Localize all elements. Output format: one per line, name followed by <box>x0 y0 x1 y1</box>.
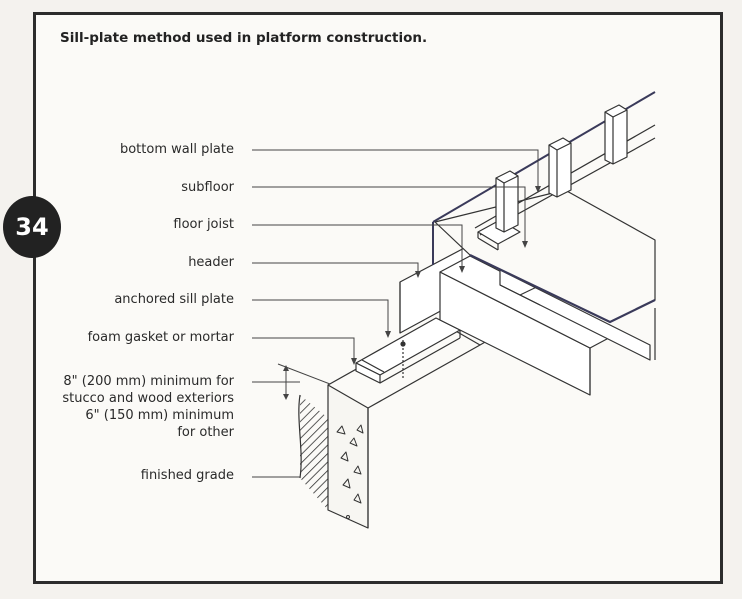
anchor-bolt <box>400 340 406 378</box>
figure-title: Sill-plate method used in platform const… <box>60 30 428 46</box>
wall-stud-3 <box>604 104 628 165</box>
label-subfloor: subfloor <box>181 180 234 195</box>
clearance-line-2: stucco and wood exteriors <box>62 391 234 406</box>
label-header: header <box>188 255 234 270</box>
wall-stud-1 <box>495 170 519 233</box>
page-number: 34 <box>15 213 49 241</box>
label-anchored-sill-plate: anchored sill plate <box>114 292 234 307</box>
clearance-line-3: 6" (150 mm) minimum <box>85 408 234 423</box>
leader-arrowheads <box>283 186 541 400</box>
bridging <box>499 269 651 361</box>
label-floor-joist: floor joist <box>173 217 234 232</box>
foundation-wall <box>327 321 521 529</box>
leader-lines <box>252 149 539 478</box>
label-clearance: 8" (200 mm) minimum for stucco and wood … <box>62 373 234 441</box>
floor-joist <box>439 255 621 396</box>
concrete-aggregate <box>336 424 364 519</box>
page-number-badge: 34 <box>3 196 61 258</box>
wall-stud-2 <box>548 137 572 198</box>
label-bottom-wall-plate: bottom wall plate <box>119 142 234 157</box>
label-finished-grade: finished grade <box>140 468 234 483</box>
clearance-line-4: for other <box>177 425 234 440</box>
earth-hatch <box>298 394 328 510</box>
label-foam-gasket: foam gasket or mortar <box>87 330 234 345</box>
clearance-line-1: 8" (200 mm) minimum for <box>63 374 234 389</box>
